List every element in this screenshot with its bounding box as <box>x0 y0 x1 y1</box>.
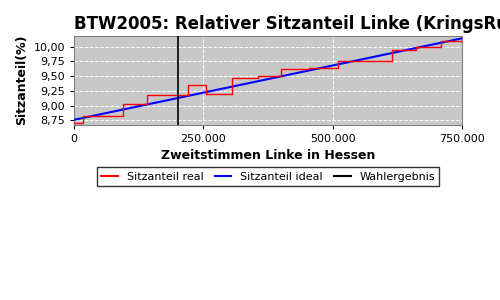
X-axis label: Zweitstimmen Linke in Hessen: Zweitstimmen Linke in Hessen <box>161 149 376 162</box>
Text: BTW2005: Relativer Sitzanteil Linke (KringsRuppertC): BTW2005: Relativer Sitzanteil Linke (Kri… <box>74 15 500 33</box>
Y-axis label: Sitzanteil(%): Sitzanteil(%) <box>15 35 28 125</box>
Legend: Sitzanteil real, Sitzanteil ideal, Wahlergebnis: Sitzanteil real, Sitzanteil ideal, Wahle… <box>96 167 440 186</box>
